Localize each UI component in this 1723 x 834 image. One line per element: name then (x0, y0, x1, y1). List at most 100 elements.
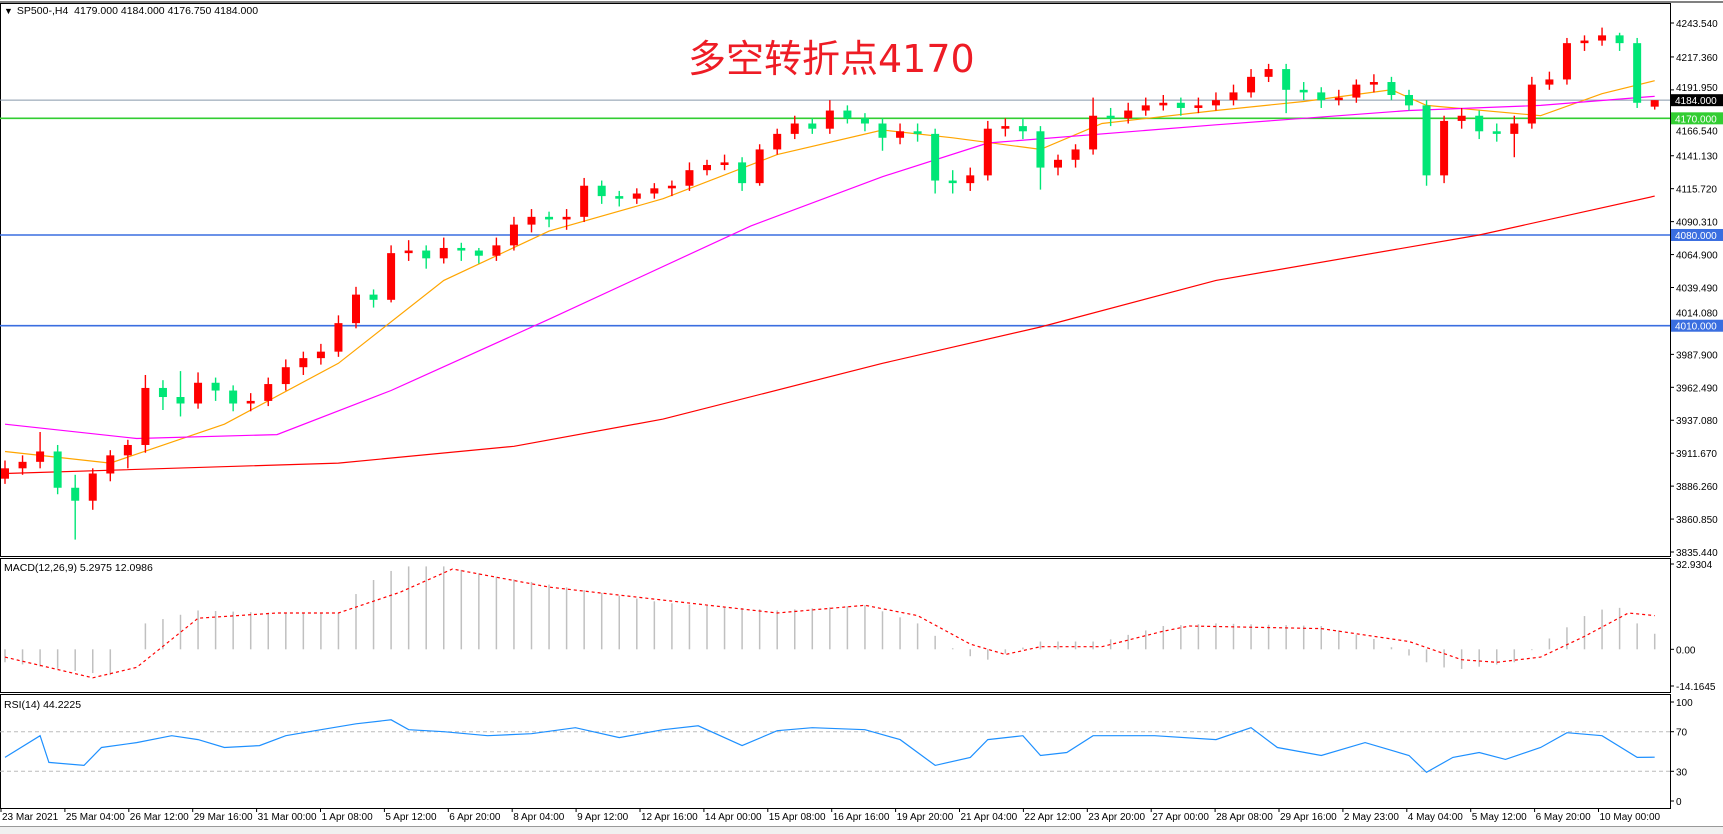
candle-body (211, 382, 220, 391)
candle (773, 128, 782, 155)
candle (1176, 97, 1185, 116)
candle (650, 183, 659, 199)
candle (422, 245, 431, 269)
y-tick-label: 3911.670 (1676, 449, 1717, 460)
price-tag-bg (1671, 228, 1723, 241)
candle-body (1317, 92, 1326, 101)
candle-body (1089, 115, 1098, 150)
rsi-tick-label: 30 (1676, 767, 1688, 778)
candle-body (825, 110, 834, 129)
candle-body (422, 250, 431, 259)
candle-body (194, 382, 203, 404)
candle-body (860, 118, 869, 124)
candle-body (808, 123, 817, 129)
candle (615, 190, 624, 207)
candle (685, 162, 694, 191)
candle-body (1527, 84, 1536, 124)
candle (369, 289, 378, 308)
candle (1598, 27, 1607, 46)
candle-body (527, 216, 536, 225)
candle-body (1545, 79, 1554, 85)
candle (843, 105, 852, 124)
candle (1, 460, 9, 484)
candle-body (264, 384, 273, 401)
candle (1615, 32, 1624, 51)
y-tick-label: 3835.440 (1676, 548, 1718, 559)
candle-body (720, 162, 729, 165)
x-tick-label: 5 Apr 12:00 (385, 812, 437, 823)
candle-body (580, 185, 589, 217)
candle (667, 180, 676, 197)
candle (457, 242, 466, 261)
moving-average-ma_mid (4, 95, 1655, 440)
candle-body (404, 250, 413, 254)
ohlc-readout: 4179.000 4184.000 4176.750 4184.000 (74, 5, 259, 17)
candle-body (896, 131, 905, 138)
candle-body (1211, 100, 1220, 106)
candle (334, 315, 343, 357)
candle-body (1615, 35, 1624, 44)
candle-body (1106, 115, 1115, 119)
x-tick-label: 5 May 12:00 (1471, 812, 1527, 823)
candle-body (1387, 82, 1396, 95)
candle-body (843, 110, 852, 119)
x-tick-label: 23 Mar 2021 (2, 812, 59, 823)
candle (738, 157, 747, 191)
candle (790, 115, 799, 140)
candle (931, 128, 940, 194)
candle (755, 144, 764, 186)
candle-body (1229, 92, 1238, 101)
symbol-label: SP500-,H4 (16, 5, 69, 17)
candle-body (1176, 102, 1185, 108)
candle (1106, 107, 1115, 127)
candle-body (1562, 43, 1571, 80)
candle-body (1159, 102, 1168, 106)
candle (966, 167, 975, 191)
candle-body (966, 175, 975, 184)
price-tag-bg (1671, 112, 1723, 125)
candle-body (176, 397, 185, 404)
candle (404, 240, 413, 261)
candle (1036, 126, 1045, 190)
candle (229, 385, 238, 412)
y-tick-label: 4141.130 (1676, 152, 1718, 163)
candle-body (878, 123, 887, 138)
candle (474, 247, 483, 264)
candle (264, 377, 273, 407)
x-tick-label: 9 Apr 12:00 (577, 812, 629, 823)
x-tick-label: 8 Apr 04:00 (513, 812, 565, 823)
candle (1194, 97, 1203, 114)
candle (1492, 123, 1501, 142)
candle (720, 154, 729, 171)
candle (983, 120, 992, 181)
candle-body (755, 149, 764, 184)
price-tag: 4184.000 (1675, 96, 1717, 107)
candle-body (123, 444, 132, 456)
candle (281, 359, 290, 391)
candle (123, 439, 132, 469)
y-tick-label: 3886.260 (1676, 482, 1718, 493)
candle-body (71, 487, 80, 501)
candle (71, 474, 80, 540)
candle-body (1054, 159, 1062, 168)
candle-body (1264, 69, 1273, 77)
candle (1054, 154, 1062, 176)
chart-header: ▼ SP500-,H4 4179.000 4184.000 4176.750 41… (4, 5, 258, 17)
candle (1562, 37, 1571, 85)
price-tag: 4170.000 (1675, 114, 1717, 125)
candle-body (703, 164, 711, 171)
chart-annotation[interactable]: 多空转折点4170 (688, 37, 975, 81)
candle (492, 237, 501, 261)
dropdown-triangle-icon[interactable]: ▼ (4, 6, 13, 16)
x-tick-label: 16 Apr 16:00 (832, 812, 890, 823)
candle (1580, 35, 1589, 51)
candle-body (229, 390, 238, 404)
candle (1089, 97, 1098, 155)
candle (1299, 82, 1308, 101)
candle-body (931, 133, 940, 181)
candle (878, 118, 887, 151)
candle (527, 209, 536, 233)
bottom-tab-strip (0, 826, 1723, 834)
y-tick-label: 3860.850 (1676, 515, 1718, 526)
